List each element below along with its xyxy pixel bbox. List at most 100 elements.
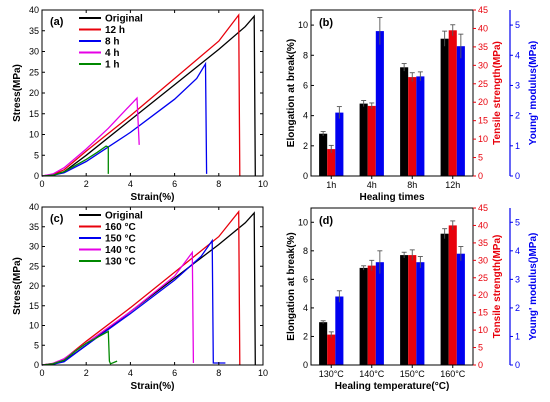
y-tick-label: 10	[298, 217, 308, 227]
bar	[367, 105, 376, 176]
bar	[375, 262, 384, 365]
series-line-1	[41, 211, 256, 366]
y-right2-tick-label: 5	[515, 20, 520, 30]
y-right1-tick-label: 20	[478, 97, 488, 107]
bar	[440, 38, 449, 177]
y-right1-tick-label: 40	[478, 220, 488, 230]
series-line-4	[41, 96, 140, 177]
y-right1-tick-label: 10	[478, 325, 488, 335]
bar	[335, 112, 344, 176]
legend-label: Original	[105, 14, 143, 25]
bar	[440, 233, 449, 365]
bar	[456, 46, 465, 177]
x-axis-label: Healing times	[359, 192, 424, 203]
y-right2-axis-label: Young' modulus(MPa)	[528, 41, 539, 145]
y-axis-label: Elongation at break(%)	[286, 232, 297, 340]
bar	[319, 133, 328, 176]
x-axis-label: Strain(%)	[131, 192, 175, 203]
y-tick-label: 35	[29, 222, 39, 232]
x-tick-label: 6	[172, 179, 177, 189]
series-line-5	[41, 330, 118, 366]
y-right1-tick-label: 15	[478, 116, 488, 126]
x-tick-label: 8	[216, 368, 221, 378]
y-tick-label: 0	[34, 360, 39, 370]
bar	[408, 255, 417, 365]
bar	[448, 30, 457, 176]
series-line-4	[41, 250, 195, 366]
y-tick-label: 30	[29, 47, 39, 57]
y-right2-tick-label: 0	[515, 360, 520, 370]
x-tick-label: 6	[172, 368, 177, 378]
y-tick-label: 40	[29, 202, 39, 212]
y-tick-label: 10	[29, 130, 39, 140]
y-right2-tick-label: 2	[515, 111, 520, 121]
bar	[416, 76, 425, 176]
bar	[335, 296, 344, 365]
y-right2-tick-label: 1	[515, 331, 520, 341]
legend-label: 4 h	[105, 48, 119, 59]
y-tick-label: 10	[29, 321, 39, 331]
y-right2-tick-label: 0	[515, 171, 520, 181]
y-tick-label: 0	[303, 360, 308, 370]
x-tick-label: 140°C	[359, 369, 385, 379]
x-tick-label: 12h	[445, 180, 460, 190]
legend-label: Original	[105, 211, 143, 222]
y-right2-tick-label: 3	[515, 274, 520, 284]
x-tick-label: 2	[84, 368, 89, 378]
x-axis-label: Healing temperature(°C)	[335, 381, 450, 392]
y-right2-tick-label: 5	[515, 217, 520, 227]
x-tick-label: 4	[128, 368, 133, 378]
y-right1-tick-label: 5	[478, 343, 483, 353]
y-tick-label: 5	[34, 340, 39, 350]
y-right1-tick-label: 40	[478, 23, 488, 33]
bar	[400, 255, 409, 365]
x-axis-label: Strain(%)	[131, 381, 175, 392]
y-tick-label: 5	[34, 150, 39, 160]
series-line-1	[41, 14, 256, 177]
x-tick-label: 0	[39, 179, 44, 189]
y-right1-tick-label: 10	[478, 134, 488, 144]
y-tick-label: 40	[29, 5, 39, 15]
bar	[327, 334, 336, 365]
y-right1-tick-label: 30	[478, 60, 488, 70]
y-right1-tick-label: 0	[478, 171, 483, 181]
y-axis-label: Elongation at break(%)	[286, 39, 297, 147]
x-tick-label: 10	[258, 179, 268, 189]
legend-label: 130 °C	[105, 257, 136, 268]
series-line-5	[41, 145, 109, 177]
y-right2-tick-label: 4	[515, 246, 520, 256]
y-tick-label: 6	[303, 274, 308, 284]
x-tick-label: 4	[128, 179, 133, 189]
y-tick-label: 20	[29, 88, 39, 98]
y-right1-tick-label: 15	[478, 308, 488, 318]
x-tick-label: 160°C	[440, 369, 466, 379]
plot-frame	[310, 9, 474, 177]
plot-frame	[41, 206, 264, 366]
y-right1-tick-label: 45	[478, 5, 488, 15]
y-tick-label: 2	[303, 141, 308, 151]
bar	[359, 267, 368, 365]
y-right2-tick-label: 1	[515, 141, 520, 151]
y-tick-label: 0	[303, 171, 308, 181]
legend-label: 12 h	[105, 25, 125, 36]
panel-label: (a)	[50, 16, 64, 28]
y-right2-axis-label: Young' modulus()MPa)	[528, 233, 539, 341]
panel-label: (c)	[50, 213, 64, 225]
y-right2-tick-label: 2	[515, 303, 520, 313]
y-right1-tick-label: 45	[478, 203, 488, 213]
legend-label: 8 h	[105, 37, 119, 48]
y-tick-label: 20	[29, 281, 39, 291]
bar	[416, 262, 425, 365]
x-tick-label: 10	[258, 368, 268, 378]
y-tick-label: 8	[303, 50, 308, 60]
x-tick-label: 8h	[407, 180, 417, 190]
y-axis-label: Stress(MPa)	[12, 64, 23, 122]
plot-frame	[41, 9, 264, 177]
legend-label: 140 °C	[105, 245, 136, 256]
y-tick-label: 35	[29, 26, 39, 36]
y-right1-tick-label: 35	[478, 238, 488, 248]
bar	[327, 149, 336, 176]
y-right1-axis-label: Tensile strength(MPa)	[492, 41, 503, 145]
bar	[448, 225, 457, 365]
panel-label: (d)	[319, 215, 333, 227]
